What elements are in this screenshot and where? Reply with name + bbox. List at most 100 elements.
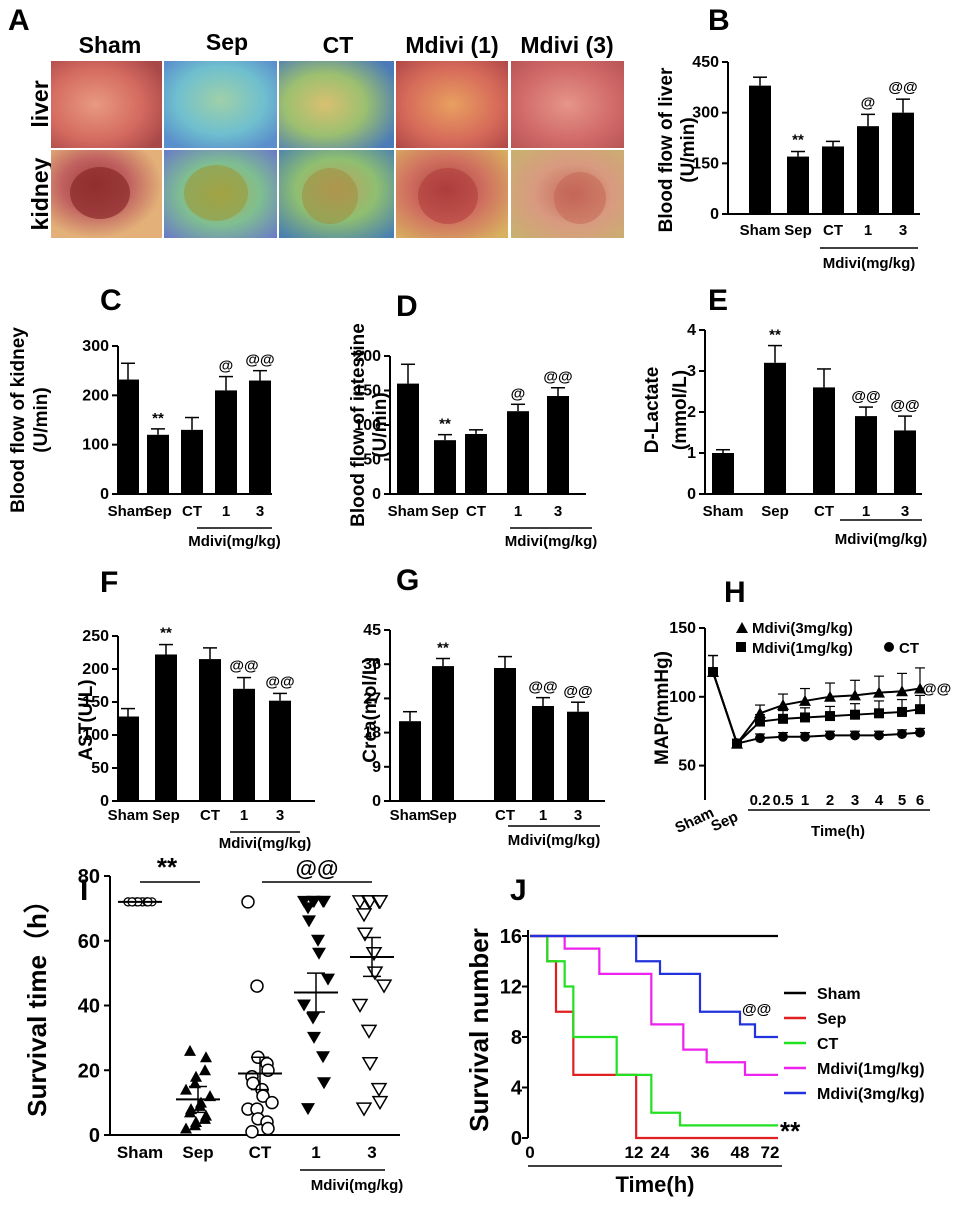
data-point: [301, 1103, 315, 1116]
kidney-shape-mdivi1: [418, 168, 478, 224]
significance-label: **: [157, 852, 178, 882]
bar-sham: [749, 85, 771, 215]
data-point: [307, 895, 321, 908]
data-point: [371, 1095, 389, 1111]
y-tick-label: 250: [82, 628, 109, 645]
bar-ct: [199, 659, 221, 801]
legend-entry: Mdivi(1mg/kg): [817, 1061, 925, 1078]
y-tick-label: 100: [82, 437, 109, 454]
group-label: Mdivi(mg/kg): [823, 255, 916, 272]
x-tick-label: CT: [823, 222, 843, 239]
data-point: [185, 1103, 197, 1115]
significance-label: @@: [543, 369, 572, 386]
significance-label: @@: [742, 1001, 771, 1018]
x-tick-label: 12: [625, 1143, 644, 1162]
legend: Sham Sep CT Mdivi(1mg/kg) Mdivi(3mg/kg): [784, 986, 925, 1103]
legend-circle-icon: [884, 642, 894, 652]
x-tick-label: 1: [862, 503, 870, 520]
x-tick-label: 0.5: [773, 792, 794, 809]
x-tick-label: 2: [826, 792, 834, 809]
bar-sep: [432, 666, 454, 801]
data-point: [375, 979, 393, 994]
x-tick-label: 3: [554, 503, 562, 520]
legend-entry: Mdivi(3mg/kg): [817, 1086, 925, 1103]
x-tick-label: Sham: [108, 807, 149, 824]
y-tick-label: 0: [372, 486, 381, 503]
x-axis-label: Time(h): [811, 823, 865, 840]
bar-sep: [147, 434, 169, 494]
triangle-marker: [849, 689, 861, 701]
circle-marker: [915, 727, 925, 738]
data-point: [245, 1125, 259, 1139]
legend-entry: CT: [817, 1036, 839, 1053]
significance-label: @@: [922, 681, 951, 698]
circle-marker: [755, 733, 765, 744]
image-row-liver: liver: [27, 80, 53, 127]
y-axis-label: Blood flow of intestine: [348, 323, 369, 527]
x-tick-label: 3: [256, 503, 264, 520]
bar-3: [547, 396, 569, 494]
bar-sep: [787, 156, 809, 214]
y-tick-label: 27: [363, 690, 381, 707]
kidney-shape-sep: [184, 165, 248, 221]
y-tick-label: 45: [363, 622, 381, 639]
panel-label-h: H: [724, 576, 746, 609]
data-point: [297, 895, 311, 908]
significance-label: @: [511, 385, 526, 402]
y-tick-label: 100: [82, 727, 109, 744]
y-tick-label: 0: [710, 206, 719, 223]
x-tick-label: 5: [898, 792, 906, 809]
bar-3: [892, 112, 914, 214]
data-point: [250, 979, 264, 993]
significance-label: @@: [563, 683, 592, 700]
square-marker: [850, 709, 860, 720]
triangle-marker: [754, 707, 766, 719]
x-tick-label: 48: [731, 1143, 750, 1162]
y-axis-label: (U/min): [678, 117, 699, 182]
x-tick-label: 36: [691, 1143, 710, 1162]
chart-b: B Blood flow of liver (U/min) 0 150 300 450 Sha…: [656, 4, 920, 272]
significance-label: @@: [296, 856, 339, 881]
triangle-marker: [777, 699, 789, 711]
y-axis-label: Survival number: [464, 928, 494, 1132]
data-point: [200, 1109, 212, 1121]
y-tick-label: 50: [678, 758, 696, 775]
data-point: [297, 999, 311, 1012]
significance-label: @@: [229, 658, 258, 675]
square-marker: [778, 713, 788, 724]
image-column-ct: CT: [323, 32, 354, 58]
y-tick-label: 200: [82, 661, 109, 678]
data-point: [370, 1082, 388, 1098]
panel-label-j: J: [510, 874, 527, 907]
chart-g: G Crea(mol/L) 0 9 18 27 36 45 Sham ** Sep CT @@ 1 @@ 3 M…: [360, 564, 605, 849]
series-line: [712, 671, 921, 746]
x-tick-label: 1: [864, 222, 872, 239]
series-line: [712, 671, 921, 745]
legend-entry: Sep: [817, 1011, 847, 1028]
significance-label: @: [861, 94, 876, 111]
bar-ct: [181, 429, 203, 494]
y-tick-label: 60: [78, 931, 100, 953]
y-tick-label: 12: [500, 977, 522, 999]
x-tick-label: Sham: [117, 1143, 163, 1162]
y-tick-label: 50: [363, 452, 381, 469]
panel-label-d: D: [396, 290, 418, 323]
x-tick-label: CT: [182, 503, 202, 520]
y-tick-label: 300: [82, 338, 109, 355]
y-tick-label: 0: [687, 486, 696, 503]
y-tick-label: 80: [78, 866, 100, 888]
circle-marker: [800, 731, 810, 742]
data-point: [200, 1051, 212, 1063]
data-point: [317, 895, 331, 908]
x-tick-label: 3: [901, 503, 909, 520]
chart-c: C Blood flow of kidney (U/min) 0 100 200 300 Sh…: [8, 284, 281, 550]
bar-sep: [434, 440, 456, 494]
data-point: [307, 1031, 321, 1044]
y-axis-label: AST(U/L): [76, 679, 97, 760]
x-tick-label: 3: [367, 1143, 376, 1162]
x-tick-label: CT: [495, 807, 515, 824]
x-tick-label: Sep: [429, 807, 457, 824]
x-tick-label: 72: [761, 1143, 780, 1162]
series-circle: [708, 654, 925, 749]
data-point: [241, 895, 255, 909]
